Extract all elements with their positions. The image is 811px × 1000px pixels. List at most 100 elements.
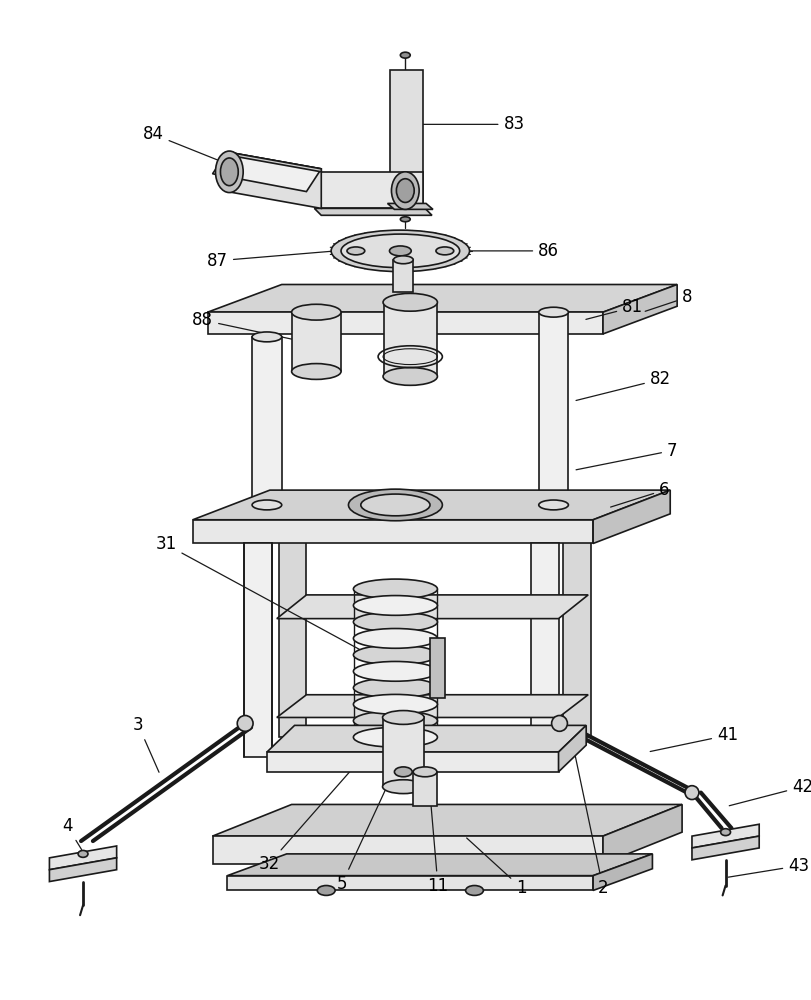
Ellipse shape: [349, 489, 442, 521]
Text: 83: 83: [413, 115, 525, 133]
Text: 7: 7: [576, 442, 677, 470]
Polygon shape: [267, 725, 586, 752]
Polygon shape: [388, 203, 433, 209]
Text: 4: 4: [62, 817, 82, 850]
Ellipse shape: [341, 234, 460, 268]
Text: 84: 84: [143, 125, 255, 175]
Polygon shape: [212, 804, 682, 836]
Ellipse shape: [354, 711, 437, 731]
Polygon shape: [267, 752, 559, 772]
Text: 81: 81: [586, 298, 643, 319]
Ellipse shape: [685, 786, 699, 800]
Ellipse shape: [354, 661, 437, 681]
Polygon shape: [227, 152, 321, 208]
Ellipse shape: [394, 767, 412, 777]
Text: 42: 42: [729, 778, 811, 806]
Polygon shape: [279, 520, 307, 737]
Ellipse shape: [397, 179, 414, 202]
Polygon shape: [593, 854, 652, 890]
Ellipse shape: [466, 886, 483, 895]
Ellipse shape: [436, 247, 453, 255]
Polygon shape: [227, 876, 593, 890]
Text: 43: 43: [728, 857, 809, 877]
Polygon shape: [212, 836, 603, 864]
Ellipse shape: [393, 256, 413, 264]
Ellipse shape: [361, 494, 430, 516]
Ellipse shape: [721, 829, 731, 836]
Ellipse shape: [252, 500, 281, 510]
Ellipse shape: [383, 368, 437, 385]
Polygon shape: [193, 520, 593, 543]
Polygon shape: [390, 70, 423, 203]
Polygon shape: [49, 858, 117, 882]
Ellipse shape: [292, 304, 341, 320]
Ellipse shape: [354, 727, 437, 747]
Ellipse shape: [216, 151, 243, 193]
Text: 87: 87: [207, 251, 333, 270]
Ellipse shape: [413, 767, 437, 777]
Ellipse shape: [551, 715, 568, 731]
Ellipse shape: [292, 364, 341, 379]
Polygon shape: [564, 520, 591, 737]
Polygon shape: [539, 312, 569, 505]
Ellipse shape: [401, 217, 410, 222]
Polygon shape: [292, 312, 341, 371]
Polygon shape: [277, 695, 588, 717]
Text: 32: 32: [258, 727, 388, 873]
Ellipse shape: [389, 246, 411, 256]
Ellipse shape: [221, 158, 238, 186]
Polygon shape: [593, 490, 670, 543]
Polygon shape: [383, 717, 424, 787]
Ellipse shape: [331, 230, 470, 272]
Text: 82: 82: [576, 370, 671, 400]
Polygon shape: [212, 152, 321, 192]
Ellipse shape: [78, 850, 88, 857]
Polygon shape: [227, 152, 321, 172]
Polygon shape: [531, 543, 559, 757]
Ellipse shape: [354, 694, 437, 714]
Ellipse shape: [539, 307, 569, 317]
Text: 2: 2: [569, 726, 608, 897]
Polygon shape: [393, 260, 413, 292]
Polygon shape: [559, 725, 586, 772]
Polygon shape: [603, 285, 677, 334]
Polygon shape: [692, 836, 759, 860]
Ellipse shape: [392, 172, 419, 209]
Ellipse shape: [347, 247, 365, 255]
Ellipse shape: [317, 886, 335, 895]
Text: 5: 5: [337, 754, 402, 893]
Polygon shape: [692, 824, 759, 848]
Polygon shape: [208, 285, 677, 312]
Polygon shape: [603, 804, 682, 864]
Text: 11: 11: [427, 785, 448, 895]
Polygon shape: [277, 595, 588, 619]
Text: 3: 3: [133, 716, 159, 772]
Text: 41: 41: [650, 726, 738, 752]
Ellipse shape: [354, 596, 437, 615]
Ellipse shape: [539, 500, 569, 510]
Text: 6: 6: [611, 481, 670, 507]
Ellipse shape: [354, 579, 437, 599]
Ellipse shape: [252, 332, 281, 342]
Ellipse shape: [383, 711, 424, 724]
Ellipse shape: [401, 52, 410, 58]
Ellipse shape: [354, 629, 437, 648]
Text: 88: 88: [192, 311, 302, 341]
Text: 1: 1: [466, 838, 526, 897]
Ellipse shape: [354, 645, 437, 665]
Text: 86: 86: [453, 242, 559, 260]
Polygon shape: [252, 337, 281, 505]
Polygon shape: [244, 543, 272, 757]
Polygon shape: [208, 312, 603, 334]
Polygon shape: [193, 490, 670, 520]
Polygon shape: [49, 846, 117, 870]
Polygon shape: [384, 302, 437, 376]
Polygon shape: [316, 172, 423, 208]
Ellipse shape: [354, 612, 437, 632]
Ellipse shape: [354, 678, 437, 698]
Polygon shape: [227, 854, 652, 876]
Polygon shape: [413, 772, 437, 806]
Text: 31: 31: [156, 535, 373, 657]
Text: 8: 8: [646, 288, 693, 311]
Ellipse shape: [383, 293, 437, 311]
